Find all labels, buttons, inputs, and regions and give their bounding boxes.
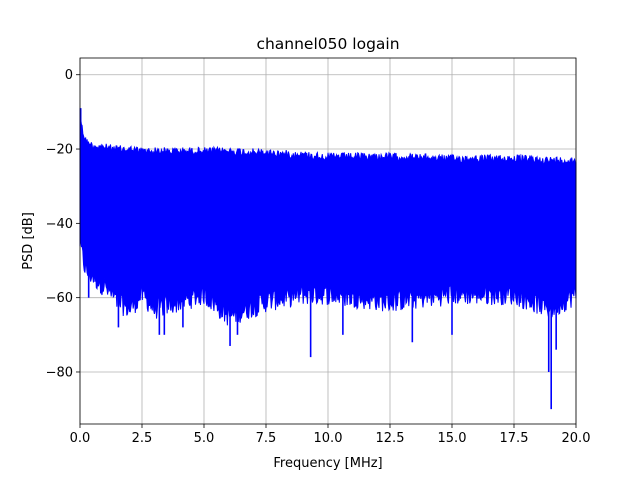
- chart-title: channel050 logain: [256, 35, 399, 53]
- x-tick-label: 12.5: [376, 431, 405, 446]
- y-tick-label: −40: [46, 217, 73, 232]
- x-tick-label: 0.0: [70, 431, 91, 446]
- y-tick-label: −80: [46, 365, 73, 380]
- y-tick-label: 0: [65, 68, 73, 83]
- x-tick-label: 5.0: [194, 431, 215, 446]
- plot-area: [79, 108, 577, 410]
- x-axis-label: Frequency [MHz]: [273, 456, 382, 471]
- x-tick-label: 17.5: [500, 431, 529, 446]
- y-tick-label: −20: [46, 143, 73, 158]
- y-tick-label: −60: [46, 291, 73, 306]
- y-axis-ticks: 0 −20 −40 −60 −80: [46, 68, 80, 380]
- x-tick-label: 7.5: [256, 431, 277, 446]
- y-axis-label: PSD [dB]: [21, 212, 36, 270]
- x-tick-label: 20.0: [562, 431, 591, 446]
- x-tick-label: 10.0: [314, 431, 343, 446]
- x-axis-ticks: 0.0 2.5 5.0 7.5 10.0 12.5 15.0 17.5 20.0: [70, 424, 591, 446]
- x-tick-label: 2.5: [132, 431, 153, 446]
- x-tick-label: 15.0: [438, 431, 467, 446]
